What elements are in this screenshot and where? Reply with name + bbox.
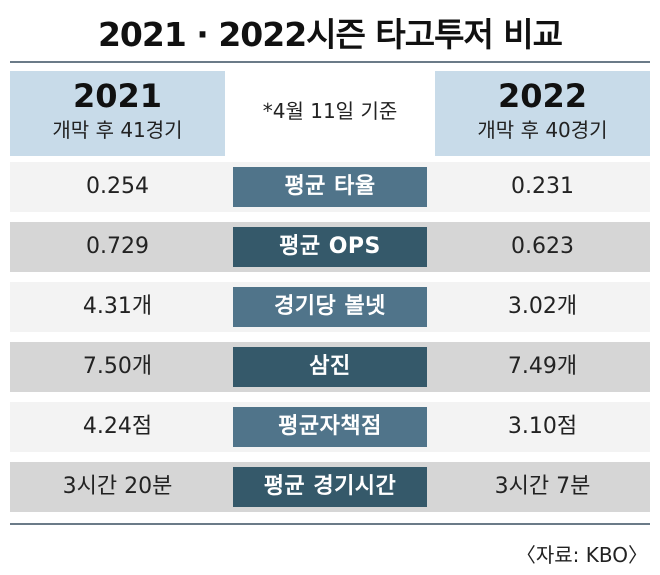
table-row: 0.729 평균 OPS 0.623 [10, 222, 650, 272]
stat-label: 삼진 [233, 347, 427, 387]
stat-label: 평균 경기시간 [233, 467, 427, 507]
year-label-2021: 2021 [72, 77, 163, 115]
stat-label: 평균자책점 [233, 407, 427, 447]
value-2022: 3.02개 [507, 294, 578, 319]
table-row: 7.50개 삼진 7.49개 [10, 342, 650, 392]
table-row: 0.254 평균 타율 0.231 [10, 162, 650, 212]
stat-label: 평균 타율 [233, 167, 427, 207]
page-title: 2021 · 2022시즌 타고투저 비교 [97, 15, 563, 54]
source-credit: 〈자료: KBO〉 [515, 543, 648, 567]
games-count-2022: 개막 후 40경기 [477, 118, 608, 142]
value-2022: 0.231 [511, 174, 574, 199]
value-2021: 7.50개 [82, 354, 153, 379]
year-label-2022: 2022 [497, 77, 588, 115]
value-2022: 3.10점 [507, 414, 578, 439]
stat-label: 경기당 볼넷 [233, 287, 427, 327]
reference-date-note: *4월 11일 기준 [262, 99, 398, 123]
table-row: 4.31개 경기당 볼넷 3.02개 [10, 282, 650, 332]
value-2021: 4.24점 [82, 414, 153, 439]
stat-label: 평균 OPS [233, 227, 427, 267]
top-divider [10, 61, 650, 63]
value-2022: 0.623 [511, 234, 574, 259]
value-2021: 4.31개 [82, 294, 153, 319]
value-2021: 0.254 [86, 174, 149, 199]
value-2021: 3시간 20분 [62, 474, 173, 499]
table-row: 4.24점 평균자책점 3.10점 [10, 402, 650, 452]
value-2022: 3시간 7분 [494, 474, 591, 499]
bottom-divider [10, 523, 650, 525]
value-2022: 7.49개 [507, 354, 578, 379]
header-2021: 2021 개막 후 41경기 [10, 71, 225, 156]
games-count-2021: 개막 후 41경기 [52, 118, 183, 142]
header-2022: 2022 개막 후 40경기 [435, 71, 650, 156]
table-row: 3시간 20분 평균 경기시간 3시간 7분 [10, 462, 650, 512]
value-2021: 0.729 [86, 234, 149, 259]
